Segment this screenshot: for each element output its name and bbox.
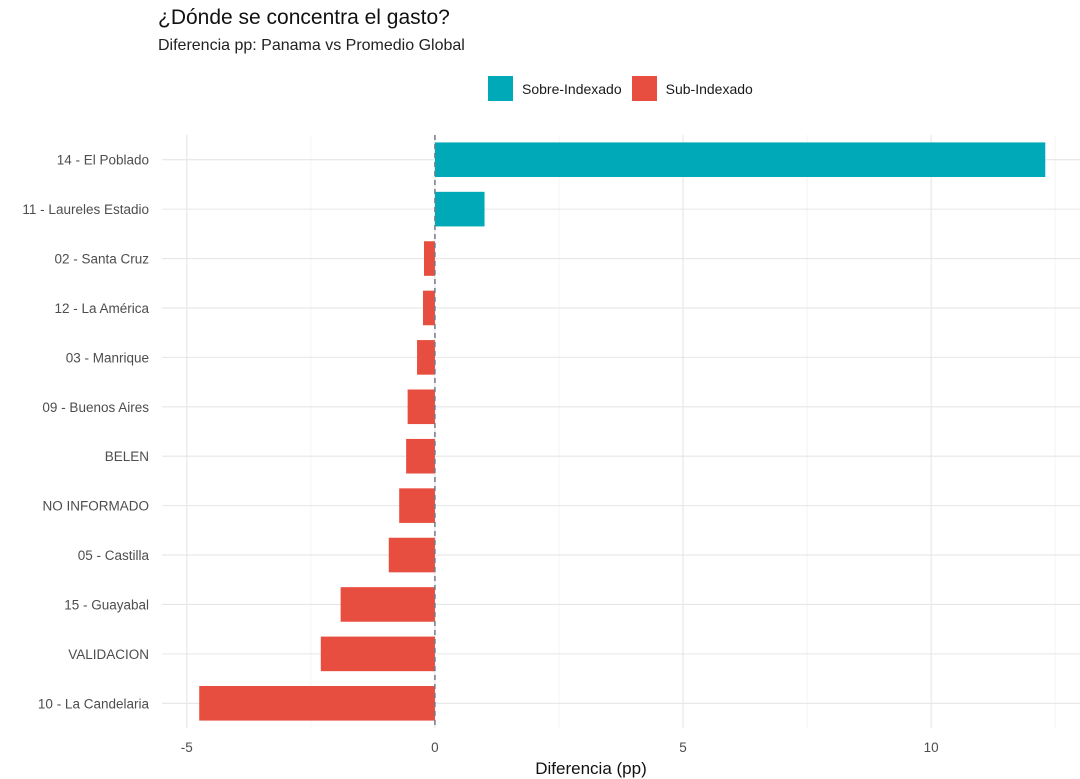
tick-labels: 14 - El Poblado 11 - Laureles Estadio 02 -… <box>22 153 938 755</box>
legend-label-sub: Sub-Indexado <box>665 80 753 97</box>
y-tick-label: BELEN <box>105 449 149 464</box>
legend-item-sobre: Sobre-Indexado <box>488 76 622 101</box>
y-tick-label: 11 - Laureles Estadio <box>22 202 149 217</box>
bar-12-la-am-rica <box>423 290 435 326</box>
y-tick-label: 14 - El Poblado <box>57 153 149 168</box>
y-tick-label: 02 - Santa Cruz <box>54 252 149 267</box>
x-tick-label: -5 <box>181 740 193 755</box>
grid <box>162 135 1080 728</box>
chart-subtitle: Diferencia pp: Panama vs Promedio Global <box>158 37 465 54</box>
x-tick-label: 10 <box>924 740 939 755</box>
bar-11-laureles-estadio <box>434 191 485 227</box>
bar-14-el-poblado <box>434 142 1046 178</box>
x-tick-label: 0 <box>431 740 439 755</box>
x-axis-title: Diferencia (pp) <box>535 759 647 778</box>
y-tick-label: 09 - Buenos Aires <box>42 400 149 415</box>
bar-05-castilla <box>388 537 435 573</box>
legend-swatch-sobre <box>488 76 513 101</box>
bar-09-buenos-aires <box>407 389 435 425</box>
legend-label-sobre: Sobre-Indexado <box>522 80 622 97</box>
bar-validacion <box>320 636 435 672</box>
y-tick-label: 05 - Castilla <box>78 548 150 563</box>
bars <box>199 142 1046 721</box>
bar-03-manrique <box>417 340 435 375</box>
y-tick-label: 12 - La América <box>54 301 149 316</box>
bar-no-informado <box>399 488 435 523</box>
bar-belen <box>406 438 435 474</box>
chart-title: ¿Dónde se concentra el gasto? <box>158 6 450 29</box>
bar-10-la-candelaria <box>199 685 435 721</box>
bar-02-santa-cruz <box>424 241 435 276</box>
legend: Sobre-Indexado Sub-Indexado <box>488 76 763 101</box>
legend-item-sub: Sub-Indexado <box>631 76 753 101</box>
y-tick-label: 10 - La Candelaria <box>38 696 150 711</box>
y-tick-label: VALIDACION <box>68 647 149 662</box>
legend-swatch-sub <box>631 76 657 101</box>
y-tick-label: 03 - Manrique <box>66 350 149 365</box>
x-tick-label: 5 <box>679 740 687 755</box>
y-tick-label: 15 - Guayabal <box>64 597 149 612</box>
y-tick-label: NO INFORMADO <box>43 499 150 514</box>
bar-15-guayabal <box>340 587 435 622</box>
